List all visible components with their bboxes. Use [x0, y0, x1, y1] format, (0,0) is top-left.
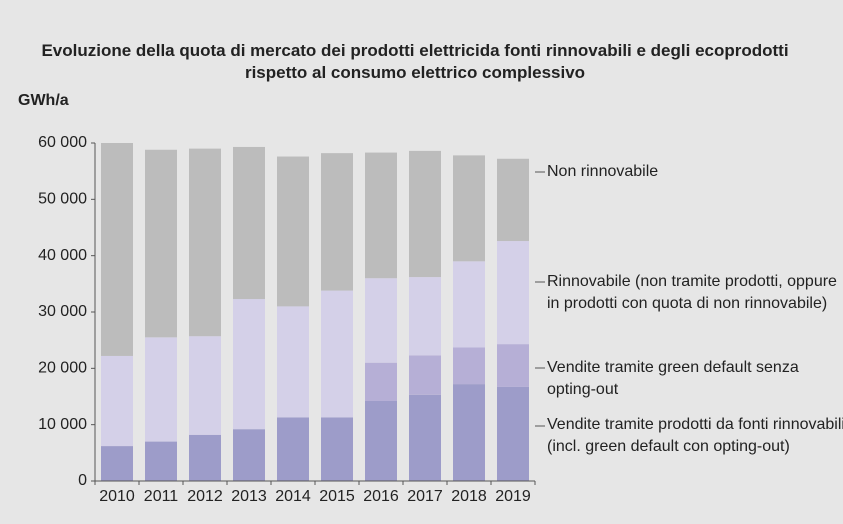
bar-segment — [409, 150, 441, 278]
legend-label: Vendite tramite green default senza opti… — [547, 359, 799, 398]
y-tick-label: 20 000 — [38, 360, 87, 377]
bar-segment — [321, 290, 353, 418]
x-tick-label: 2018 — [451, 488, 487, 505]
y-tick-label: 0 — [78, 472, 87, 489]
bar-segment — [453, 384, 485, 481]
bar-segment — [409, 277, 441, 356]
y-tick-label: 40 000 — [38, 247, 87, 264]
legend-label: Non rinnovabile — [547, 163, 659, 180]
x-tick-label: 2017 — [407, 488, 443, 505]
bar-segment — [145, 337, 177, 442]
y-tick-label: 50 000 — [38, 191, 87, 208]
x-tick-label: 2012 — [187, 488, 223, 505]
bar-segment — [277, 306, 309, 418]
bar-segment — [277, 156, 309, 307]
x-tick-label: 2019 — [495, 488, 531, 505]
bar-segment — [189, 434, 221, 481]
bar-segment — [409, 394, 441, 481]
legend-label: Vendite tramite prodotti da fonti rinnov… — [547, 416, 843, 455]
bar-segment — [453, 261, 485, 348]
bar-segment — [453, 347, 485, 385]
bar-segment — [365, 362, 397, 402]
bar-segment — [145, 441, 177, 481]
legend-label: Rinnovabile (non tramite prodotti, oppur… — [547, 273, 837, 312]
bar-segment — [233, 299, 265, 430]
x-tick-label: 2010 — [99, 488, 135, 505]
bar-segment — [145, 149, 177, 338]
bar-segment — [409, 355, 441, 395]
x-tick-label: 2013 — [231, 488, 267, 505]
chart-title: Evoluzione della quota di mercato dei pr… — [41, 41, 789, 82]
x-tick-label: 2011 — [144, 488, 179, 505]
bar-segment — [497, 158, 529, 242]
bar-segment — [365, 152, 397, 279]
bar-segment — [233, 146, 265, 300]
bar-segment — [321, 417, 353, 481]
bar-segment — [497, 344, 529, 387]
bar-segment — [189, 336, 221, 435]
bar-segment — [101, 355, 133, 447]
bar-segment — [453, 155, 485, 262]
x-tick-label: 2015 — [319, 488, 355, 505]
bar-segment — [101, 143, 133, 356]
bar-segment — [277, 417, 309, 481]
y-tick-label: 60 000 — [38, 134, 87, 151]
y-axis-label: GWh/a — [18, 92, 69, 109]
y-tick-label: 30 000 — [38, 303, 87, 320]
y-tick-label: 10 000 — [38, 416, 87, 433]
bar-segment — [365, 401, 397, 481]
bar-segment — [497, 241, 529, 345]
x-tick-label: 2014 — [275, 488, 311, 505]
bar-segment — [321, 153, 353, 291]
bar-segment — [101, 446, 133, 481]
x-tick-label: 2016 — [363, 488, 399, 505]
bar-segment — [233, 429, 265, 481]
bar-segment — [497, 386, 529, 481]
bar-segment — [189, 148, 221, 337]
bar-segment — [365, 278, 397, 363]
